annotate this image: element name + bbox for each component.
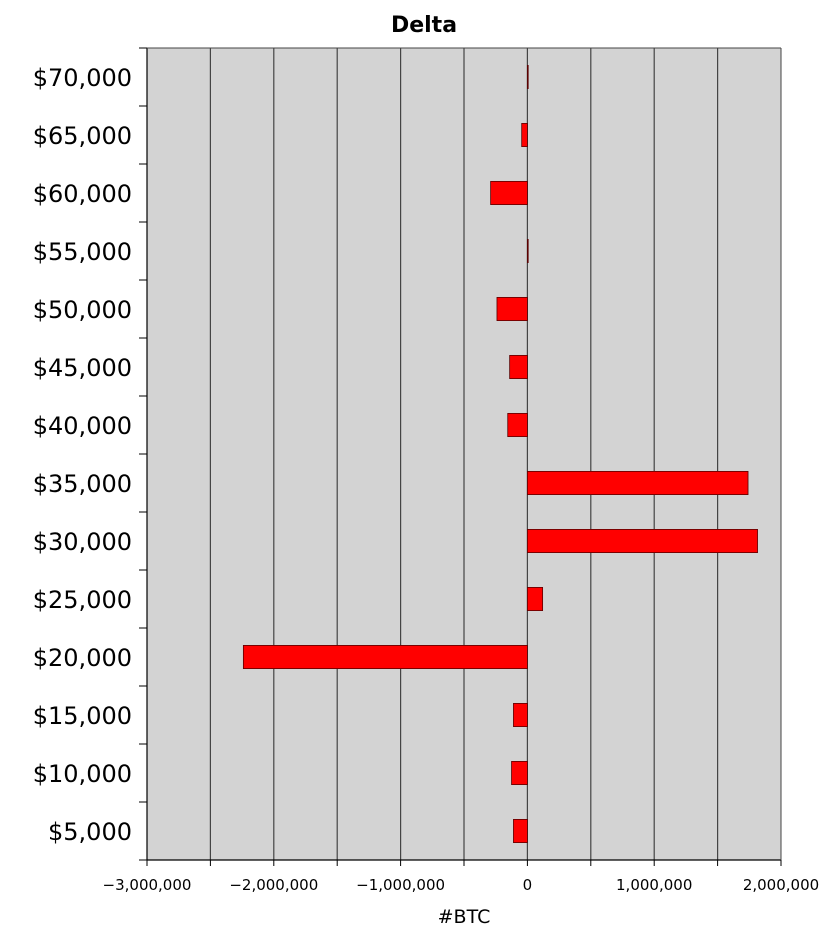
y-tick-label: $15,000 bbox=[33, 702, 132, 730]
bar bbox=[527, 470, 749, 495]
y-tick-label: $30,000 bbox=[33, 528, 132, 556]
y-tick-label: $55,000 bbox=[33, 238, 132, 266]
y-tick-label: $45,000 bbox=[33, 354, 132, 382]
y-tick-label: $10,000 bbox=[33, 760, 132, 788]
bar bbox=[490, 180, 528, 205]
bar bbox=[527, 529, 758, 554]
x-tick-label: 2,000,000 bbox=[743, 876, 819, 894]
grid-lines bbox=[209, 48, 719, 860]
y-tick-labels: $70,000 $65,000 $60,000 $55,000 $50,000 $45,0… bbox=[33, 64, 132, 846]
x-tick-label: −2,000,000 bbox=[229, 876, 318, 894]
y-tick-label: $20,000 bbox=[33, 644, 132, 672]
bar bbox=[527, 587, 544, 612]
x-axis-label: #BTC bbox=[438, 906, 491, 928]
bar bbox=[509, 354, 528, 379]
y-tick-label: $25,000 bbox=[33, 586, 132, 614]
bar bbox=[511, 761, 528, 786]
y-tick-label: $40,000 bbox=[33, 412, 132, 440]
y-tick-label: $50,000 bbox=[33, 296, 132, 324]
bar bbox=[513, 703, 528, 728]
x-tick-label: −3,000,000 bbox=[103, 876, 192, 894]
y-tick-label: $35,000 bbox=[33, 470, 132, 498]
x-tick-label: 1,000,000 bbox=[616, 876, 692, 894]
x-tick-label: 0 bbox=[523, 876, 533, 894]
y-tick-label: $70,000 bbox=[33, 64, 132, 92]
chart-title: Delta bbox=[391, 13, 457, 38]
bar bbox=[242, 645, 528, 670]
bar bbox=[527, 65, 529, 90]
y-tick-label: $60,000 bbox=[33, 180, 132, 208]
axes bbox=[139, 47, 782, 866]
bars bbox=[242, 65, 758, 844]
y-tick-label: $5,000 bbox=[48, 818, 132, 846]
bar bbox=[521, 123, 528, 148]
bar bbox=[513, 819, 528, 844]
y-tick-label: $65,000 bbox=[33, 122, 132, 150]
x-tick-labels: −3,000,000 −2,000,000 −1,000,000 0 1,000,000… bbox=[103, 876, 820, 894]
x-tick-label: −1,000,000 bbox=[356, 876, 445, 894]
bar bbox=[527, 238, 529, 263]
bar bbox=[507, 412, 528, 437]
bar bbox=[496, 296, 528, 321]
